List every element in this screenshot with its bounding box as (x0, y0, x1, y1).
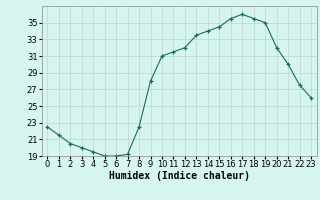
X-axis label: Humidex (Indice chaleur): Humidex (Indice chaleur) (109, 171, 250, 181)
